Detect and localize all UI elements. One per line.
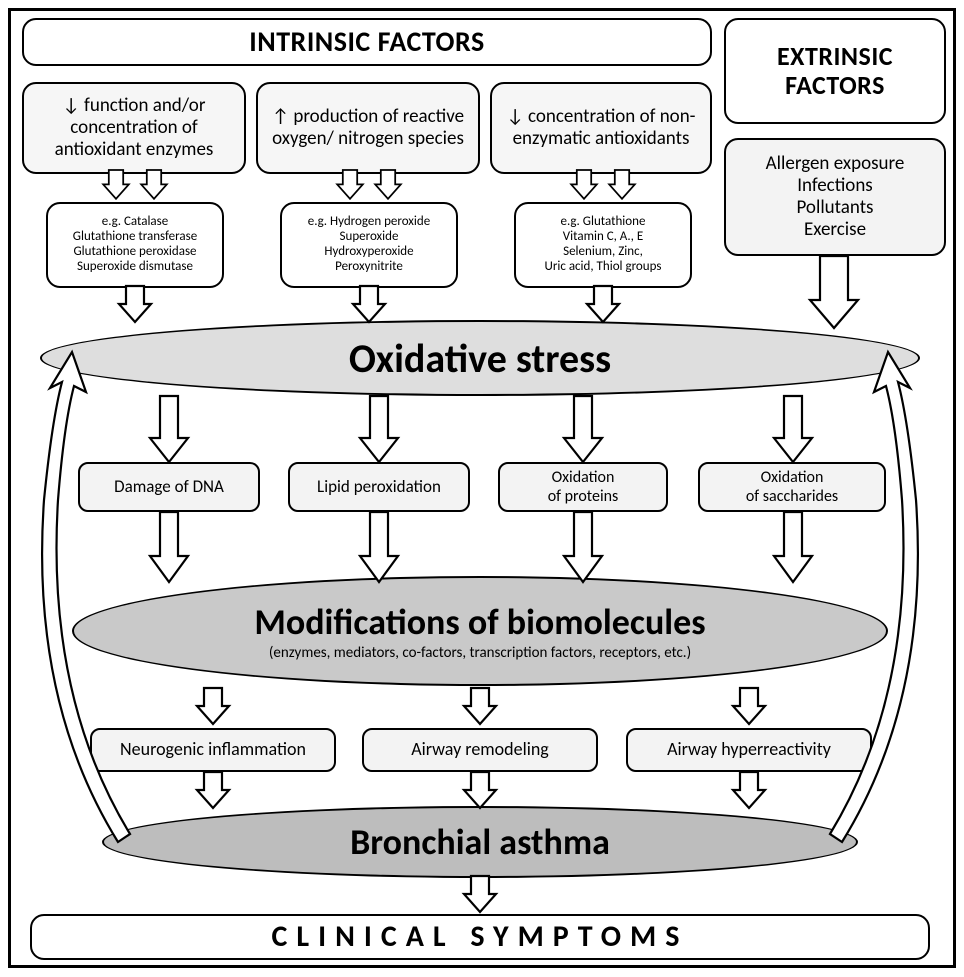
intrinsic-box-1: ↓ function and/or concentration of antio…	[22, 82, 246, 174]
mech-2: Airway remodeling	[362, 728, 598, 772]
damage-1: Damage of DNA	[78, 462, 260, 512]
oxidative-title: Oxidative stress	[349, 334, 611, 383]
intrinsic-box-3: ↓ concentration of non-enzymatic antioxi…	[490, 82, 712, 174]
ellipse-modifications: Modifications of biomolecules (enzymes, …	[72, 576, 888, 686]
extrinsic-list: Allergen exposure Infections Pollutants …	[724, 138, 946, 256]
header-intrinsic: INTRINSIC FACTORS	[22, 18, 712, 66]
clinical-symptoms: CLINICAL SYMPTOMS	[30, 914, 930, 960]
examples-2: e.g. Hydrogen peroxide Superoxide Hydrox…	[280, 202, 458, 288]
modifications-title: Modifications of biomolecules	[254, 600, 705, 644]
modifications-sub: (enzymes, mediators, co-factors, transcr…	[269, 644, 691, 662]
ellipse-asthma: Bronchial asthma	[102, 806, 858, 878]
mech-3: Airway hyperreactivity	[626, 728, 872, 772]
mech-1: Neurogenic inflammation	[90, 728, 336, 772]
header-extrinsic: EXTRINSIC FACTORS	[724, 18, 946, 124]
ellipse-oxidative: Oxidative stress	[40, 320, 920, 396]
damage-3: Oxidation of proteins	[498, 462, 668, 512]
examples-1: e.g. Catalase Glutathione transferase Gl…	[46, 202, 224, 288]
damage-2: Lipid peroxidation	[288, 462, 470, 512]
asthma-title: Bronchial asthma	[350, 820, 610, 864]
intrinsic-box-2: ↑ production of reactive oxygen/ nitroge…	[256, 82, 480, 174]
examples-3: e.g. Glutathione Vitamin C, A., E Seleni…	[514, 202, 692, 288]
damage-4: Oxidation of saccharides	[698, 462, 886, 512]
